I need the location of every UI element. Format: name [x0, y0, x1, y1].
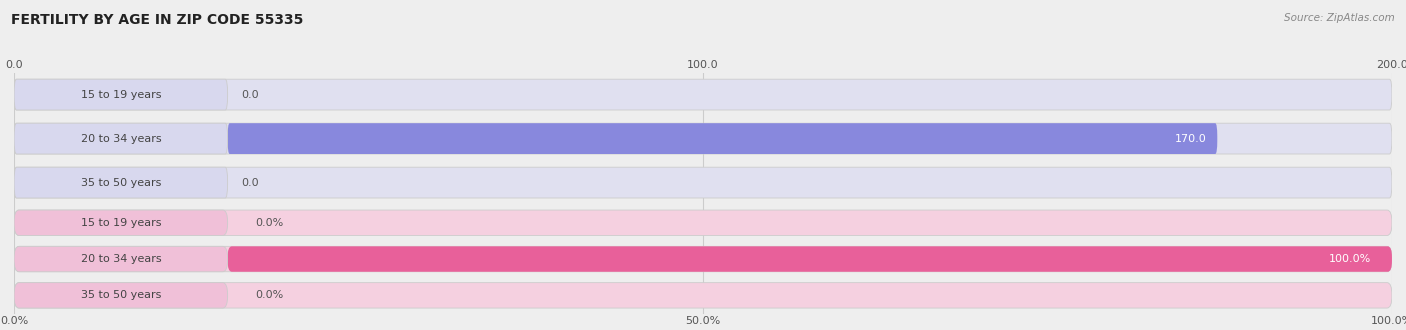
- Text: 35 to 50 years: 35 to 50 years: [80, 178, 162, 187]
- FancyBboxPatch shape: [228, 246, 1392, 272]
- Text: 20 to 34 years: 20 to 34 years: [80, 254, 162, 264]
- Text: 20 to 34 years: 20 to 34 years: [80, 134, 162, 144]
- FancyBboxPatch shape: [14, 79, 228, 110]
- Text: 100.0%: 100.0%: [1329, 254, 1371, 264]
- FancyBboxPatch shape: [14, 282, 1392, 308]
- Text: FERTILITY BY AGE IN ZIP CODE 55335: FERTILITY BY AGE IN ZIP CODE 55335: [11, 13, 304, 27]
- FancyBboxPatch shape: [14, 246, 228, 272]
- FancyBboxPatch shape: [14, 210, 1392, 236]
- FancyBboxPatch shape: [14, 167, 228, 198]
- Text: 15 to 19 years: 15 to 19 years: [80, 90, 162, 100]
- FancyBboxPatch shape: [14, 246, 1392, 272]
- FancyBboxPatch shape: [14, 167, 1392, 198]
- FancyBboxPatch shape: [14, 210, 228, 236]
- Text: 15 to 19 years: 15 to 19 years: [80, 218, 162, 228]
- Text: 0.0%: 0.0%: [256, 290, 284, 300]
- Text: 0.0: 0.0: [242, 90, 259, 100]
- FancyBboxPatch shape: [14, 282, 228, 308]
- Text: 35 to 50 years: 35 to 50 years: [80, 290, 162, 300]
- FancyBboxPatch shape: [228, 123, 1218, 154]
- Text: 0.0%: 0.0%: [256, 218, 284, 228]
- FancyBboxPatch shape: [14, 123, 228, 154]
- Text: Source: ZipAtlas.com: Source: ZipAtlas.com: [1284, 13, 1395, 23]
- FancyBboxPatch shape: [14, 79, 1392, 110]
- FancyBboxPatch shape: [14, 123, 1392, 154]
- Text: 170.0: 170.0: [1175, 134, 1206, 144]
- Text: 0.0: 0.0: [242, 178, 259, 187]
